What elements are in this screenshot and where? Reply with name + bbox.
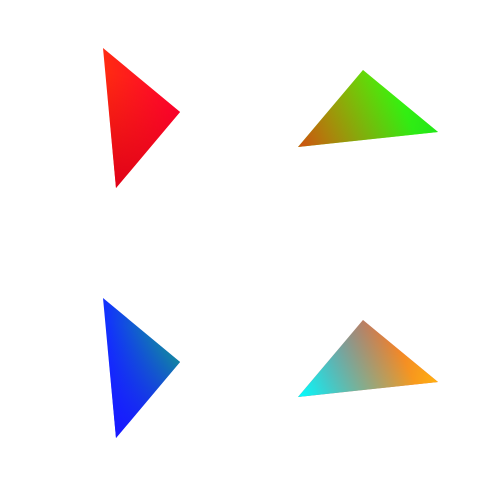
triangle-red-shade-2 — [103, 48, 180, 188]
triangle-red — [103, 48, 180, 188]
triangle-blue — [103, 298, 180, 438]
triangle-green — [298, 70, 438, 147]
triangle-multicolor-shade-2 — [298, 320, 438, 397]
triangle-green-shade-2 — [298, 70, 438, 147]
triangle-blue-shade-2 — [103, 298, 180, 438]
triangle-multicolor — [298, 320, 438, 397]
